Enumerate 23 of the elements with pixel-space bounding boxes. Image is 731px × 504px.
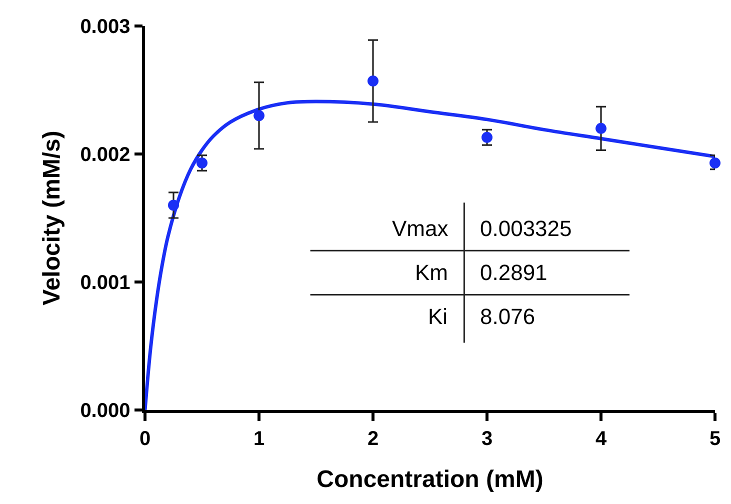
x-tick-label: 3	[481, 428, 493, 450]
x-tick-label: 4	[595, 428, 608, 450]
point	[710, 157, 720, 168]
point	[368, 76, 378, 87]
annotation: 0.003325	[480, 216, 572, 241]
x-tick-label: 0	[139, 428, 151, 450]
annotation: Km	[415, 260, 448, 285]
x-axis-title: Concentration (mM)	[316, 466, 544, 494]
point	[168, 200, 179, 211]
y-tick-label: 0.000	[80, 400, 130, 422]
point	[596, 122, 606, 134]
annotation: Ki	[428, 304, 448, 329]
y-tick-label: 0.001	[80, 272, 130, 294]
y-tick-label: 0.003	[80, 16, 130, 38]
x-tick-label: 5	[709, 428, 721, 450]
annotation: Vmax	[392, 216, 448, 241]
y-tick-label: 0.002	[80, 144, 130, 166]
point	[254, 110, 264, 122]
annotation: 0.2891	[480, 260, 548, 285]
y-axis-title: Velocity (mM/s)	[38, 130, 66, 306]
x-tick-label: 2	[367, 428, 379, 450]
x-tick-label: 1	[253, 428, 265, 450]
annotation: 8.076	[480, 304, 536, 329]
